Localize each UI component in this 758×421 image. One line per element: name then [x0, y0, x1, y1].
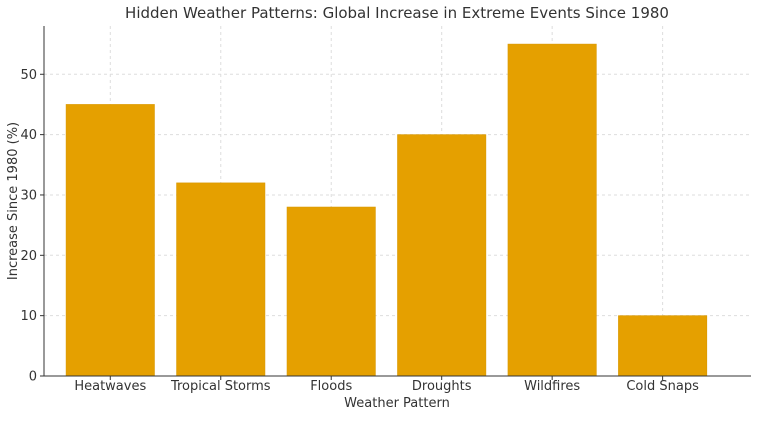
y-axis-label: Increase Since 1980 (%) [6, 122, 21, 280]
y-tick-label: 20 [20, 249, 37, 264]
y-tick-label: 50 [20, 68, 37, 83]
y-tick-label: 30 [20, 188, 37, 203]
x-tick-label: Heatwaves [74, 379, 146, 394]
chart-title: Hidden Weather Patterns: Global Increase… [125, 4, 669, 22]
y-tick-label: 10 [20, 309, 37, 324]
bar-layer [65, 43, 708, 377]
x-tick-label: Floods [310, 379, 352, 394]
x-tick-label: Cold Snaps [626, 379, 699, 394]
x-axis-label: Weather Pattern [344, 396, 450, 411]
x-tick-label: Tropical Storms [170, 379, 271, 394]
x-tick-label: Wildfires [524, 379, 580, 394]
bar-tropical-storms [176, 182, 266, 377]
x-tick-label: Droughts [412, 379, 472, 394]
bar-droughts [397, 134, 487, 377]
axis-layer: 0 10 20 30 40 50 Heatwaves Tropical Storms Flood… [20, 26, 751, 394]
y-tick-label: 40 [20, 128, 37, 143]
bar-cold-snaps [618, 315, 708, 377]
y-tick-label: 0 [29, 370, 37, 385]
bar-heatwaves [65, 104, 155, 377]
bar-wildfires [507, 43, 597, 377]
bar-floods [286, 206, 376, 377]
